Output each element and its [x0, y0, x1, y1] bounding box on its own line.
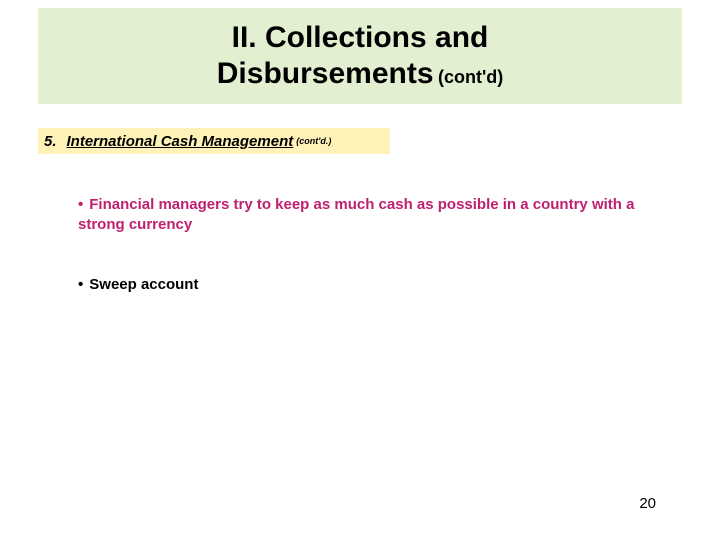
title-line2: Disbursements (cont'd)	[217, 56, 503, 92]
title-line1: II. Collections and	[232, 20, 489, 56]
slide: II. Collections and Disbursements (cont'…	[0, 0, 720, 540]
title-line2-main: Disbursements	[217, 57, 434, 90]
bullet-text-1: Financial managers try to keep as much c…	[78, 196, 634, 233]
bullet-item-1: •Financial managers try to keep as much …	[78, 195, 682, 236]
bullet-dot-icon: •	[78, 276, 83, 293]
subhead-text: International Cash Management	[67, 133, 294, 150]
page-number: 20	[639, 495, 656, 512]
subhead-band: 5. International Cash Management (cont'd…	[38, 128, 390, 154]
subhead-suffix: (cont'd.)	[296, 136, 331, 146]
title-band: II. Collections and Disbursements (cont'…	[38, 8, 682, 104]
title-line2-suffix: (cont'd)	[438, 67, 503, 87]
bullet-item-2: • Sweep account	[78, 275, 682, 295]
bullet-dot-icon: •	[78, 196, 83, 213]
subhead-number: 5.	[44, 133, 57, 150]
bullet-text-2: Sweep account	[89, 276, 198, 293]
